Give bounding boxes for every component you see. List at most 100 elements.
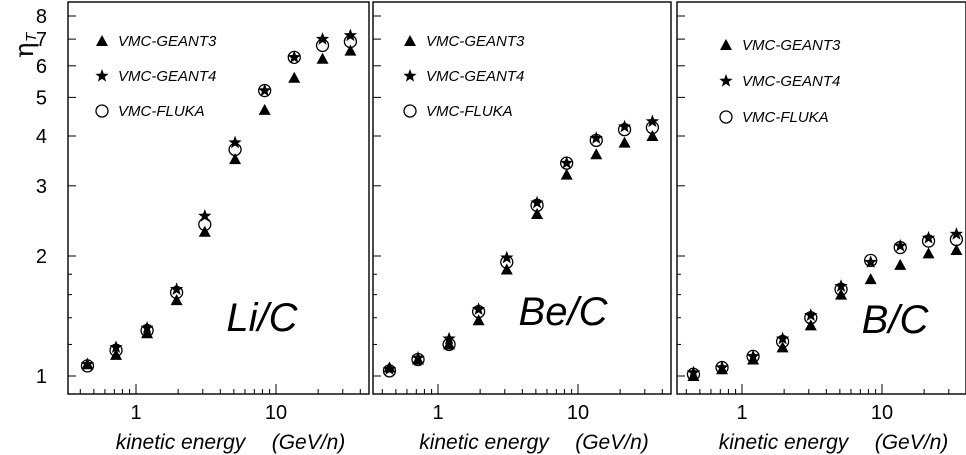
data-point-star: [315, 32, 330, 45]
legend-label: VMC-FLUKA: [742, 109, 829, 126]
data-point-star: [775, 331, 790, 345]
data-point-triangle: [229, 153, 242, 165]
data-point-triangle: [950, 244, 963, 256]
legend-marker-star: [95, 69, 109, 82]
y-tick-label: 2: [36, 246, 47, 268]
data-point-triangle: [531, 207, 544, 219]
data-point-star: [471, 302, 486, 315]
data-point-star: [949, 227, 964, 240]
legend-marker-star: [719, 74, 733, 87]
data-point-star: [686, 365, 701, 379]
panel-3: 1 10 kinetic energy (GeV/n) VMC-GEANT3 VMC-GE…: [676, 1, 966, 454]
data-point-triangle: [560, 168, 573, 180]
legend-label: VMC-GEANT4: [426, 68, 524, 85]
legend-label: VMC-GEANT4: [118, 68, 216, 85]
y-axis-title-subscript: T: [23, 31, 40, 42]
x-tick-label: 1: [432, 402, 443, 424]
data-point-star: [228, 135, 242, 149]
data-point-star: [560, 156, 574, 169]
data-point-star: [198, 208, 212, 222]
data-point-star: [382, 362, 397, 375]
y-tick-label: 6: [36, 56, 47, 78]
data-point-triangle: [776, 341, 789, 353]
data-point-star: [411, 350, 425, 364]
data-point-star: [442, 331, 456, 345]
legend-entry: VMC-FLUKA: [403, 103, 513, 120]
legend-label: VMC-FLUKA: [118, 103, 205, 120]
panel-points: [382, 114, 660, 378]
data-point-star: [140, 320, 154, 334]
data-point-star: [343, 28, 358, 42]
data-point-triangle: [141, 327, 154, 339]
x-tick-label: 1: [736, 402, 747, 424]
data-point-triangle: [590, 148, 603, 160]
panel-label: Be/C: [519, 290, 609, 334]
panel-frame: [67, 1, 370, 395]
data-point-triangle: [835, 288, 848, 300]
data-point-star: [500, 250, 514, 264]
x-tick-label: 10: [871, 402, 893, 424]
x-axis-title: kinetic energy: [116, 431, 247, 454]
data-point-triangle: [443, 338, 456, 350]
panel-frame: [372, 1, 672, 395]
panel-1: 1 10 1 2 3 4 5 6 78 kinetic energy (GeV/n) VMC-GEAN…: [36, 1, 370, 454]
data-point-triangle: [258, 103, 271, 115]
y-tick-label: 4: [36, 126, 47, 148]
legend-marker-star: [403, 69, 417, 82]
legend-marker-circle: [719, 110, 733, 124]
data-point-triangle: [864, 273, 877, 285]
panel-points: [80, 28, 358, 373]
x-axis-unit: (GeV/n): [575, 431, 649, 454]
data-point-star: [287, 50, 301, 64]
data-point-star: [804, 308, 818, 321]
data-point-star: [258, 83, 272, 97]
data-point-star: [893, 238, 907, 252]
data-point-triangle: [198, 225, 211, 237]
legend-label: VMC-FLUKA: [426, 103, 513, 120]
legend-label: VMC-GEANT3: [118, 33, 217, 50]
panel-frame: [676, 1, 966, 395]
data-point-star: [746, 349, 760, 363]
data-point-triangle: [316, 52, 329, 64]
x-axis-title: kinetic energy: [419, 431, 550, 454]
data-point-triangle: [472, 314, 485, 326]
data-point-star: [864, 255, 878, 268]
legend-entry: VMC-GEANT4: [95, 68, 216, 85]
panel-points: [686, 227, 964, 381]
data-point-triangle: [687, 370, 700, 381]
y-tick-label: 7: [36, 29, 47, 51]
legend-marker-circle: [403, 104, 417, 118]
data-point-star: [109, 340, 123, 354]
legend-entry: VMC-FLUKA: [719, 109, 829, 126]
data-point-triangle: [618, 136, 631, 148]
y-tick-label: 3: [36, 176, 47, 198]
x-tick-label: 10: [567, 402, 589, 424]
data-point-star: [834, 279, 848, 292]
data-point-star: [530, 195, 544, 209]
data-point-triangle: [110, 348, 123, 360]
data-point-triangle: [500, 263, 513, 275]
y-tick-label: 8: [36, 6, 47, 28]
data-point-triangle: [170, 294, 183, 306]
data-point-triangle: [804, 319, 817, 331]
data-point-star: [589, 131, 603, 144]
data-point-star: [80, 357, 95, 370]
panel-2: 1 10 kinetic energy (GeV/n) VMC-GEANT3 VMC-GE…: [372, 1, 672, 454]
legend-label: VMC-GEANT3: [742, 37, 841, 54]
data-point-triangle: [344, 44, 357, 56]
legend-entry: VMC-GEANT4: [403, 68, 524, 85]
data-point-star: [169, 282, 184, 295]
legend-marker-triangle: [720, 39, 732, 50]
y-axis-title: η: [10, 42, 40, 58]
legend-entry: VMC-FLUKA: [95, 103, 205, 120]
panel-label: Li/C: [226, 296, 298, 340]
legend-entry: VMC-GEANT3: [404, 33, 525, 50]
x-axis-unit: (GeV/n): [875, 431, 949, 454]
y-tick-label: 5: [36, 87, 47, 109]
data-point-star: [617, 119, 632, 133]
data-point-triangle: [288, 71, 301, 83]
data-point-star: [921, 230, 936, 244]
legend-marker-triangle: [404, 35, 416, 46]
legend-label: VMC-GEANT4: [742, 73, 840, 90]
